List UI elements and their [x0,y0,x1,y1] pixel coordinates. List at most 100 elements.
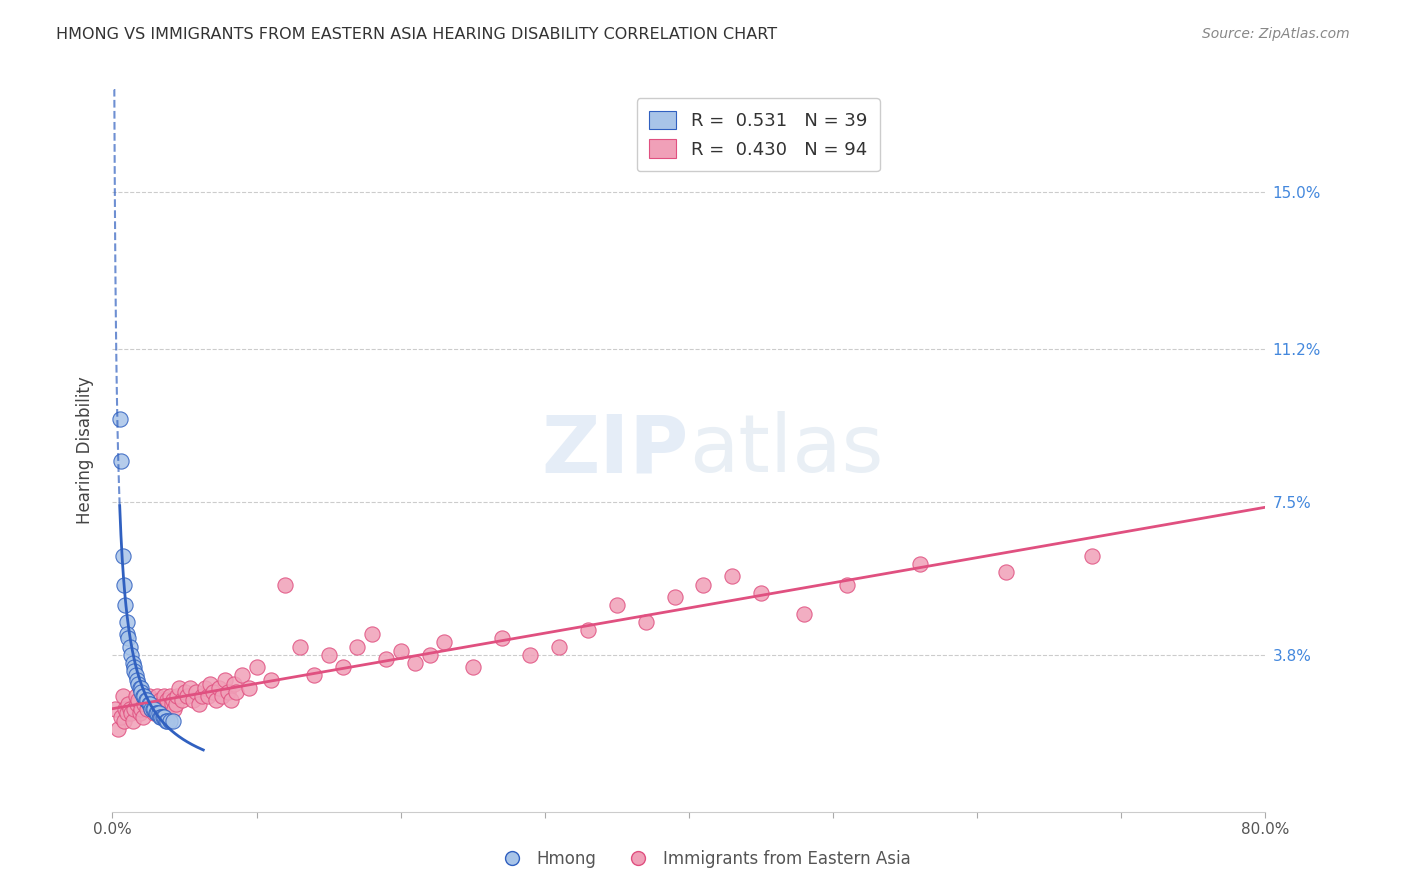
Hmong [148,706,170,720]
Hmong [135,693,157,707]
Immigrants from Eastern Asia [519,648,541,662]
Immigrants from Eastern Asia [110,710,132,724]
Immigrants from Eastern Asia [134,698,156,712]
Immigrants from Eastern Asia [121,714,143,728]
Hmong [117,632,139,646]
Immigrants from Eastern Asia [128,706,150,720]
Immigrants from Eastern Asia [139,698,162,712]
Immigrants from Eastern Asia [107,722,129,736]
Hmong [138,698,160,712]
Hmong [145,706,167,720]
Immigrants from Eastern Asia [197,689,219,703]
Immigrants from Eastern Asia [274,577,297,591]
Immigrants from Eastern Asia [145,698,167,712]
Immigrants from Eastern Asia [419,648,441,662]
Hmong [132,689,155,703]
Immigrants from Eastern Asia [346,640,368,654]
Immigrants from Eastern Asia [160,698,183,712]
Hmong [115,615,138,629]
Hmong [121,656,143,670]
Immigrants from Eastern Asia [114,701,136,715]
Immigrants from Eastern Asia [332,660,354,674]
Immigrants from Eastern Asia [146,689,169,703]
Immigrants from Eastern Asia [163,701,186,715]
Immigrants from Eastern Asia [124,689,146,703]
Hmong [128,681,150,695]
Immigrants from Eastern Asia [120,706,142,720]
Hmong [108,412,131,426]
Immigrants from Eastern Asia [205,693,228,707]
Immigrants from Eastern Asia [389,643,412,657]
Immigrants from Eastern Asia [165,698,187,712]
Immigrants from Eastern Asia [318,648,340,662]
Immigrants from Eastern Asia [148,701,170,715]
Immigrants from Eastern Asia [1081,549,1104,563]
Immigrants from Eastern Asia [162,693,184,707]
Hmong [124,668,146,682]
Immigrants from Eastern Asia [231,668,253,682]
Immigrants from Eastern Asia [721,569,744,583]
Immigrants from Eastern Asia [360,627,382,641]
Immigrants from Eastern Asia [222,677,245,691]
Immigrants from Eastern Asia [149,693,172,707]
Immigrants from Eastern Asia [908,557,931,571]
Hmong [152,710,174,724]
Immigrants from Eastern Asia [166,689,188,703]
Hmong [162,714,184,728]
Immigrants from Eastern Asia [112,714,135,728]
Immigrants from Eastern Asia [142,693,165,707]
Immigrants from Eastern Asia [260,673,283,687]
Text: ZIP: ZIP [541,411,689,490]
Immigrants from Eastern Asia [576,623,599,637]
Immigrants from Eastern Asia [122,701,145,715]
Immigrants from Eastern Asia [179,681,201,695]
Hmong [146,706,169,720]
Hmong [120,648,142,662]
Hmong [155,714,177,728]
Hmong [112,577,135,591]
Hmong [118,640,141,654]
Immigrants from Eastern Asia [211,689,233,703]
Immigrants from Eastern Asia [214,673,236,687]
Immigrants from Eastern Asia [194,681,217,695]
Immigrants from Eastern Asia [152,706,174,720]
Immigrants from Eastern Asia [664,590,686,604]
Immigrants from Eastern Asia [138,689,160,703]
Text: atlas: atlas [689,411,883,490]
Immigrants from Eastern Asia [143,706,166,720]
Hmong [136,693,159,707]
Immigrants from Eastern Asia [136,701,159,715]
Hmong [153,710,176,724]
Hmong [110,454,132,468]
Immigrants from Eastern Asia [173,685,195,699]
Hmong [111,549,134,563]
Immigrants from Eastern Asia [491,632,513,646]
Immigrants from Eastern Asia [202,685,225,699]
Immigrants from Eastern Asia [188,698,211,712]
Immigrants from Eastern Asia [433,635,456,649]
Hmong [122,660,145,674]
Immigrants from Eastern Asia [238,681,260,695]
Immigrants from Eastern Asia [461,660,484,674]
Immigrants from Eastern Asia [375,652,398,666]
Immigrants from Eastern Asia [404,656,426,670]
Immigrants from Eastern Asia [150,698,173,712]
Immigrants from Eastern Asia [176,689,198,703]
Legend: R =  0.531   N = 39, R =  0.430   N = 94: R = 0.531 N = 39, R = 0.430 N = 94 [637,98,880,171]
Immigrants from Eastern Asia [548,640,571,654]
Immigrants from Eastern Asia [246,660,269,674]
Immigrants from Eastern Asia [104,701,127,715]
Immigrants from Eastern Asia [170,693,193,707]
Hmong [150,710,173,724]
Immigrants from Eastern Asia [191,689,214,703]
Immigrants from Eastern Asia [117,698,139,712]
Immigrants from Eastern Asia [995,566,1018,580]
Hmong [129,685,153,699]
Immigrants from Eastern Asia [118,701,141,715]
Hmong [129,681,153,695]
Immigrants from Eastern Asia [225,685,247,699]
Text: HMONG VS IMMIGRANTS FROM EASTERN ASIA HEARING DISABILITY CORRELATION CHART: HMONG VS IMMIGRANTS FROM EASTERN ASIA HE… [56,27,778,42]
Hmong [143,701,166,715]
Immigrants from Eastern Asia [127,693,149,707]
Immigrants from Eastern Asia [125,698,148,712]
